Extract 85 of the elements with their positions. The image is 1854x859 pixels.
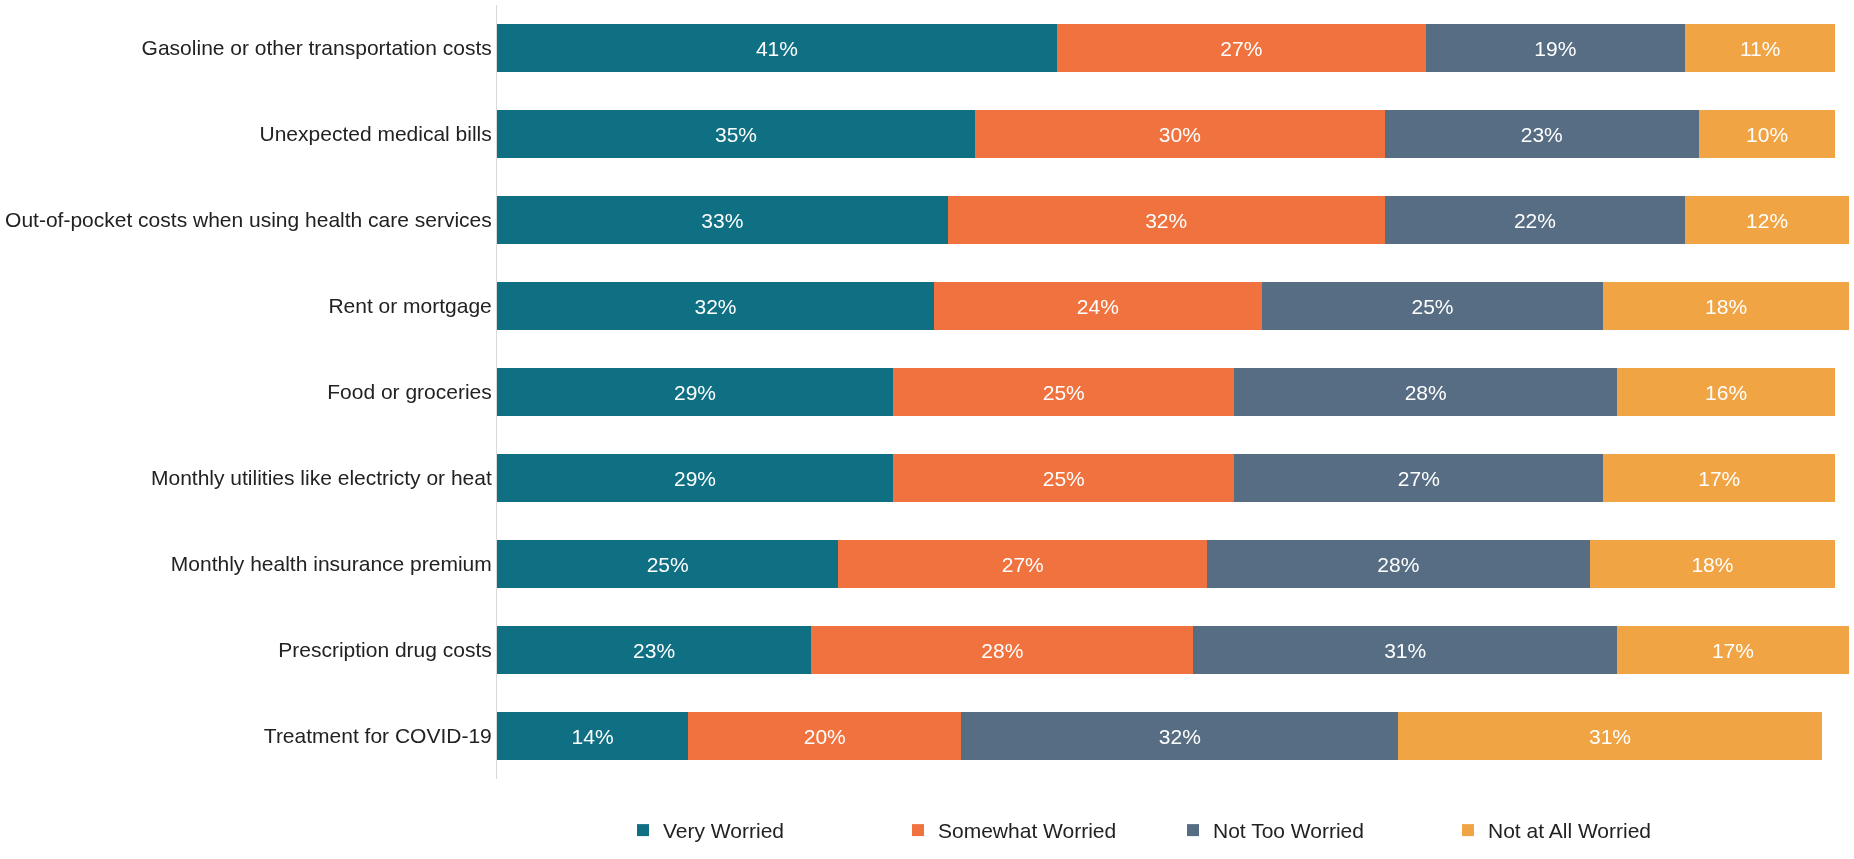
data-label: 30% — [1158, 122, 1201, 146]
bar — [497, 23, 1057, 73]
y-tick-label: Gasoline or other transportation costs — [141, 36, 492, 60]
data-label: 29% — [674, 380, 717, 404]
data-label: 41% — [755, 36, 798, 60]
data-label: 16% — [1705, 380, 1748, 404]
y-tick-label: Treatment for COVID-19 — [263, 724, 492, 748]
legend-label: Very Worried — [663, 819, 784, 843]
data-label: 31% — [1588, 724, 1632, 748]
bar — [1384, 109, 1699, 159]
data-label: 25% — [646, 552, 689, 576]
bar — [1616, 625, 1849, 675]
bar — [1234, 453, 1604, 503]
data-label: 22% — [1513, 208, 1556, 232]
y-tick-label: Out-of-pocket costs when using health care services — [5, 208, 492, 232]
bar — [1056, 23, 1426, 73]
data-label: 32% — [694, 294, 737, 318]
bar — [688, 711, 962, 761]
y-tick-label: Monthly health insurance premium — [170, 552, 492, 576]
bar — [1425, 23, 1686, 73]
data-label: 14% — [571, 724, 614, 748]
data-label: 31% — [1384, 638, 1427, 662]
bar — [497, 539, 839, 589]
bar — [497, 281, 935, 331]
bar — [893, 367, 1235, 417]
data-label: 10% — [1746, 122, 1789, 146]
bar — [1616, 367, 1836, 417]
bar — [947, 195, 1385, 245]
bar — [934, 281, 1262, 331]
bar — [497, 711, 689, 761]
data-label: 17% — [1698, 466, 1741, 490]
y-tick-label: Rent or mortgage — [328, 294, 492, 318]
data-label: 33% — [701, 208, 744, 232]
data-label: 27% — [1397, 466, 1440, 490]
data-label: 12% — [1746, 208, 1789, 232]
data-label: 23% — [633, 638, 676, 662]
bar — [1589, 539, 1836, 589]
bar — [1685, 195, 1849, 245]
bar — [1698, 109, 1836, 159]
bar — [1603, 453, 1836, 503]
bar — [1207, 539, 1590, 589]
data-label: 27% — [1001, 552, 1044, 576]
data-label: 18% — [1705, 294, 1748, 318]
bar — [1685, 23, 1836, 73]
data-label: 29% — [674, 466, 717, 490]
bar — [497, 453, 894, 503]
legend-label: Not at All Worried — [1488, 819, 1652, 843]
data-label: 32% — [1145, 208, 1188, 232]
bar — [893, 453, 1235, 503]
bar — [838, 539, 1208, 589]
data-label: 32% — [1158, 724, 1201, 748]
data-label: 28% — [981, 638, 1024, 662]
bar — [497, 109, 975, 159]
data-label: 23% — [1520, 122, 1563, 146]
legend-label: Not Too Worried — [1213, 819, 1364, 843]
data-label: 18% — [1691, 552, 1734, 576]
bar — [1234, 367, 1617, 417]
data-label: 35% — [714, 122, 758, 146]
data-label: 28% — [1404, 380, 1447, 404]
data-label: 27% — [1220, 36, 1263, 60]
y-tick-label: Food or groceries — [327, 380, 492, 404]
data-label: 19% — [1534, 36, 1577, 60]
bar — [497, 195, 948, 245]
data-label: 25% — [1042, 380, 1085, 404]
bar — [974, 109, 1385, 159]
bar — [1603, 281, 1849, 331]
bar — [1193, 625, 1617, 675]
data-label: 28% — [1377, 552, 1420, 576]
data-label: 24% — [1076, 294, 1119, 318]
data-label: 20% — [803, 724, 846, 748]
legend-label: Somewhat Worried — [938, 819, 1117, 843]
bar — [1398, 711, 1822, 761]
bar — [1384, 195, 1686, 245]
data-label: 17% — [1711, 638, 1754, 662]
bar — [497, 367, 894, 417]
y-tick-label: Monthly utilities like electricty or heat — [150, 466, 492, 490]
bar — [497, 625, 812, 675]
y-tick-label: Unexpected medical bills — [259, 122, 492, 146]
y-tick-label: Prescription drug costs — [278, 638, 492, 662]
bar — [1261, 281, 1604, 331]
bar — [961, 711, 1399, 761]
data-label: 25% — [1042, 466, 1085, 490]
data-label: 11% — [1739, 36, 1781, 60]
bar — [811, 625, 1194, 675]
data-label: 25% — [1411, 294, 1454, 318]
